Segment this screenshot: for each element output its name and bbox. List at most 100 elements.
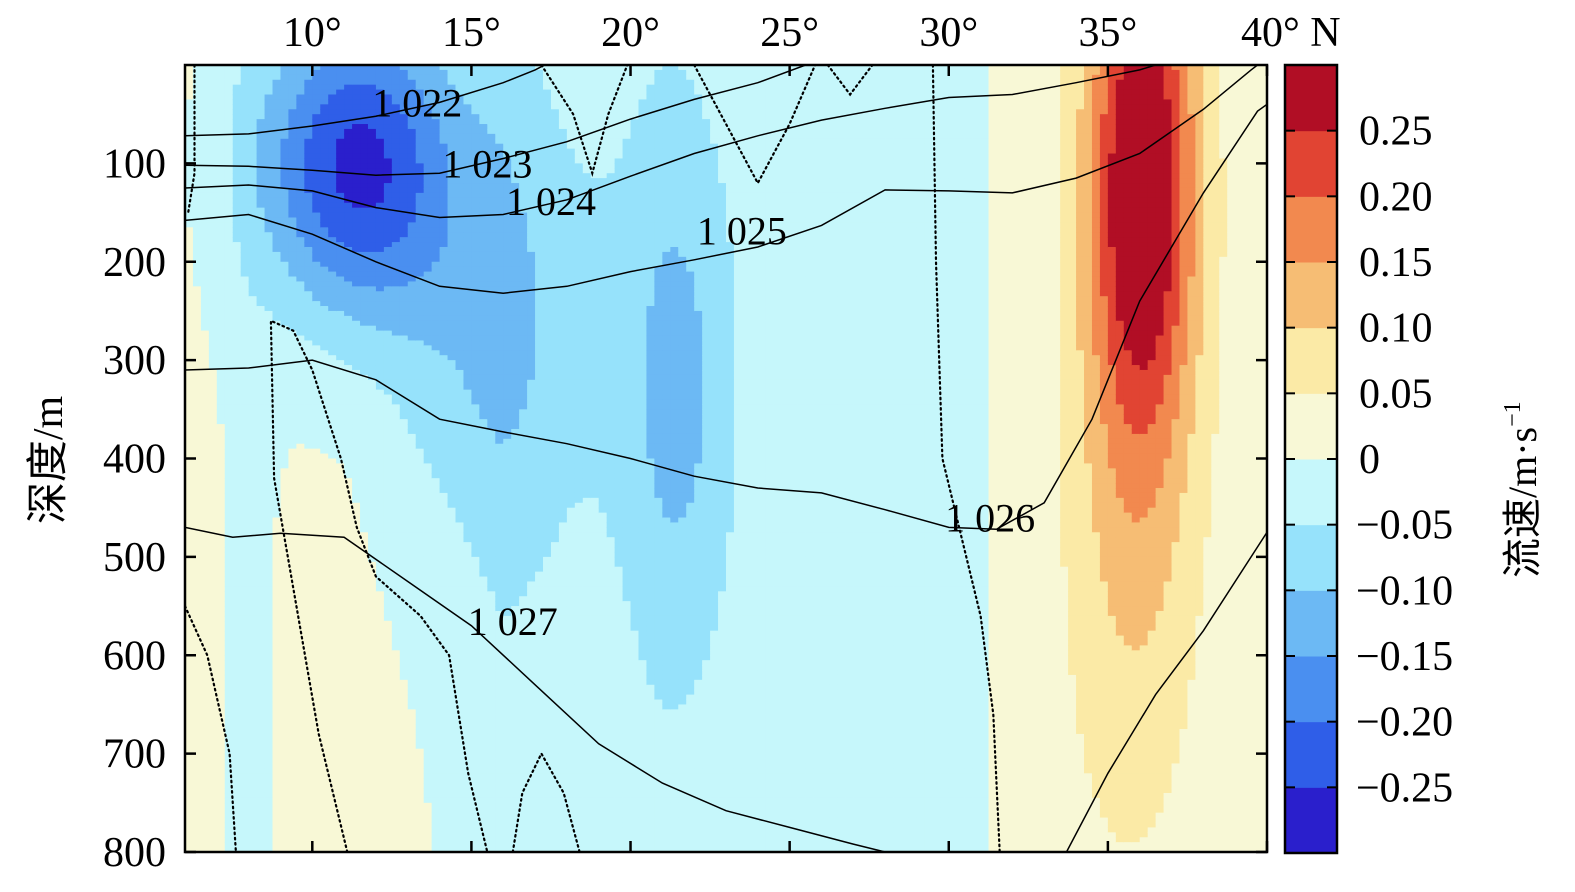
heatmap-cell [423,173,433,179]
heatmap-cell [352,222,361,228]
heatmap-cell [383,433,393,440]
heatmap-cell [320,360,329,366]
heatmap-cell [224,69,234,76]
heatmap-cell [304,365,313,371]
heatmap-cell [232,443,242,450]
heatmap-cell [415,596,425,602]
heatmap-cell [415,301,425,307]
heatmap-cell [304,242,313,248]
heatmap-cell [264,738,274,745]
heatmap-cell [407,807,417,814]
heatmap-cell [312,183,321,189]
heatmap-cell [407,207,417,214]
heatmap-cell [256,709,266,715]
heatmap-cell [344,522,353,528]
heatmap-cell [367,492,377,499]
heatmap-cell [383,286,393,292]
heatmap-cell [272,419,282,425]
heatmap-cell [383,729,393,735]
heatmap-cell [423,719,433,725]
heatmap-cell [367,222,377,228]
heatmap-cell [240,119,250,125]
heatmap-cell [360,286,369,292]
heatmap-cell [208,522,218,528]
heatmap-cell [415,419,425,425]
heatmap-cell [312,694,321,701]
heatmap-cell [248,586,258,592]
heatmap-cell [320,409,329,415]
heatmap-cell [328,79,337,86]
heatmap-cell [360,251,369,258]
heatmap-cell [240,128,250,135]
heatmap-cell [200,379,210,386]
heatmap-cell [352,778,361,784]
heatmap-cell [304,399,313,405]
heatmap-cell [216,84,226,91]
heatmap-cell [415,271,425,278]
heatmap-cell [248,104,258,110]
heatmap-cell [391,547,401,553]
heatmap-cell [375,84,385,91]
heatmap-cell [288,571,297,578]
heatmap-cell [336,276,345,283]
heatmap-cell [320,242,329,248]
heatmap-cell [399,817,409,824]
heatmap-cell [383,768,393,774]
heatmap-cell [407,645,417,651]
heatmap-cell [407,606,417,612]
heatmap-cell [344,832,353,838]
heatmap-cell [192,89,202,96]
heatmap-cell [344,591,353,597]
heatmap-cell [240,306,250,312]
heatmap-cell [256,822,266,829]
heatmap-cell [208,635,218,642]
heatmap-cell [423,620,433,627]
heatmap-cell [328,276,337,283]
heatmap-cell [352,847,361,852]
heatmap-cell [304,797,313,804]
heatmap-cell [192,384,202,391]
heatmap-cell [264,610,274,617]
heatmap-cell [296,635,305,642]
heatmap-cell [280,246,290,253]
heatmap-cell [407,768,417,774]
heatmap-cell [328,812,337,819]
heatmap-cell [383,827,393,833]
heatmap-cell [312,301,321,307]
heatmap-cell [336,512,345,519]
heatmap-cell [264,94,274,101]
heatmap-cell [280,256,290,263]
heatmap-cell [328,556,337,563]
heatmap-cell [192,532,202,538]
heatmap-cell [224,325,234,332]
heatmap-cell [296,79,305,86]
heatmap-cell [375,433,385,440]
heatmap-cell [224,581,234,587]
heatmap-cell [344,684,353,691]
heatmap-cell [415,689,425,696]
heatmap-cell [304,325,313,332]
heatmap-cell [296,296,305,302]
heatmap-cell [216,276,226,283]
heatmap-cell [288,606,297,612]
heatmap-cell [399,369,409,376]
heatmap-cell [320,635,329,642]
heatmap-cell [360,242,369,248]
heatmap-cell [280,748,290,755]
heatmap-cell [208,355,218,361]
heatmap-cell [352,551,361,558]
heatmap-cell [192,251,202,258]
heatmap-cell [288,635,297,642]
heatmap-cell [200,187,210,194]
heatmap-cell [192,207,202,214]
heatmap-cell [352,89,361,96]
heatmap-cell [208,640,218,647]
heatmap-cell [200,404,210,410]
heatmap-cell [296,119,305,125]
heatmap-cell [312,320,321,327]
heatmap-cell [360,640,369,647]
heatmap-cell [320,724,329,730]
heatmap-cell [367,738,377,745]
heatmap-cell [399,419,409,425]
heatmap-cell [312,74,321,81]
